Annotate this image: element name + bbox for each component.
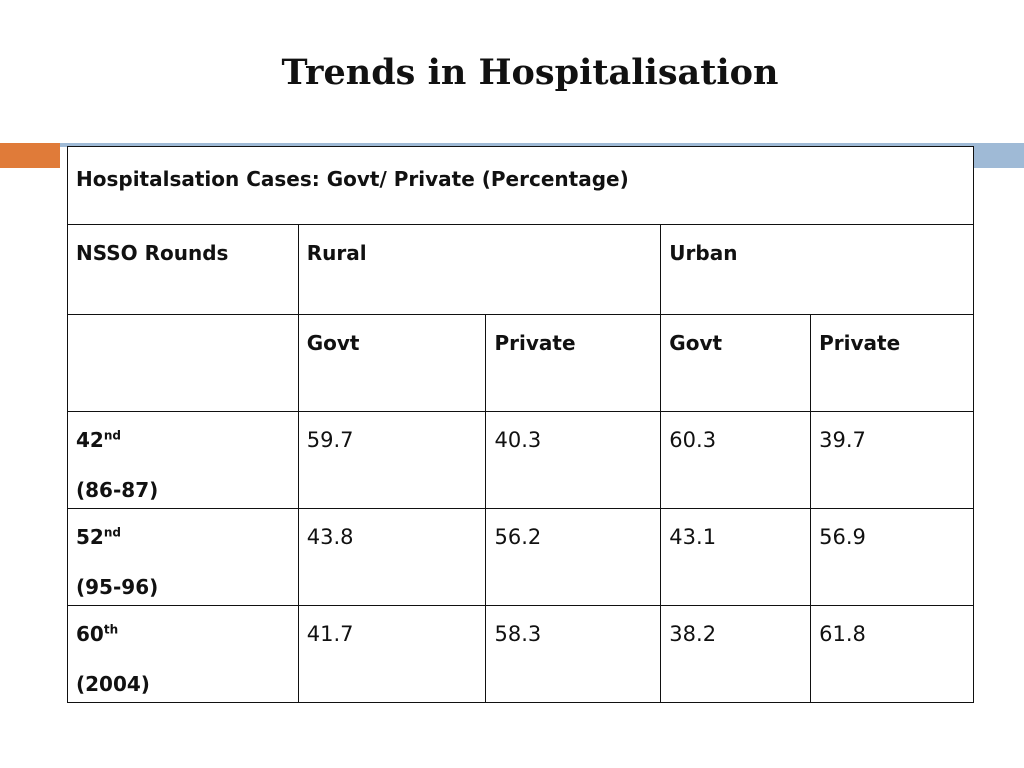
- rural-private-value: 58.3: [494, 622, 542, 646]
- table-caption: Hospitalsation Cases: Govt/ Private (Per…: [76, 167, 629, 191]
- rural-govt-value: 43.8: [306, 525, 354, 549]
- header-rural-cell: Rural: [297, 224, 662, 315]
- rural-private-value: 40.3: [494, 428, 542, 452]
- subheader-rural-govt-cell: Govt: [297, 314, 487, 412]
- subheader-urban-private-cell: Private: [810, 314, 974, 412]
- header-urban-cell: Urban: [660, 224, 974, 315]
- accent-line-blue: [60, 143, 1024, 147]
- table-caption-cell: Hospitalsation Cases: Govt/ Private (Per…: [67, 146, 974, 225]
- urban-private-cell: 61.8: [810, 605, 974, 703]
- rural-private-cell: 58.3: [485, 605, 662, 703]
- urban-private-cell: 56.9: [810, 508, 974, 606]
- urban-govt-value: 38.2: [669, 622, 717, 646]
- rural-govt-cell: 41.7: [297, 605, 487, 703]
- urban-govt-cell: 43.1: [660, 508, 812, 606]
- table-caption-row: Hospitalsation Cases: Govt/ Private (Per…: [67, 146, 974, 225]
- urban-govt-cell: 38.2: [660, 605, 812, 703]
- rural-private-cell: 56.2: [485, 508, 662, 606]
- table-row: 42nd (86-87) 59.7 40.3 60.3 39.7: [67, 411, 974, 509]
- urban-govt-value: 43.1: [669, 525, 717, 549]
- round-label: 60th: [76, 622, 119, 646]
- table-subheader-row: Govt Private Govt Private: [67, 314, 974, 412]
- subheader-rural-private: Private: [494, 331, 576, 355]
- round-label: 42nd: [76, 428, 121, 452]
- round-years: (95-96): [76, 575, 159, 599]
- round-years: (86-87): [76, 478, 159, 502]
- subheader-urban-govt: Govt: [669, 331, 723, 355]
- round-label: 52nd: [76, 525, 121, 549]
- subheader-rural-govt: Govt: [306, 331, 360, 355]
- round-years: (2004): [76, 672, 150, 696]
- rural-govt-cell: 59.7: [297, 411, 487, 509]
- slide-title: Trends in Hospitalisation: [281, 52, 779, 93]
- subheader-empty-cell: [67, 314, 299, 412]
- rural-govt-value: 41.7: [306, 622, 354, 646]
- table-row: 52nd (95-96) 43.8 56.2 43.1 56.9: [67, 508, 974, 606]
- header-rural: Rural: [306, 241, 367, 265]
- urban-govt-cell: 60.3: [660, 411, 812, 509]
- round-cell: 60th (2004): [67, 605, 299, 703]
- subheader-urban-private: Private: [819, 331, 901, 355]
- rural-govt-cell: 43.8: [297, 508, 487, 606]
- urban-private-value: 61.8: [819, 622, 866, 646]
- table-row: 60th (2004) 41.7 58.3 38.2 61.8: [67, 605, 974, 703]
- round-cell: 42nd (86-87): [67, 411, 299, 509]
- rural-govt-value: 59.7: [306, 428, 354, 452]
- rural-private-value: 56.2: [494, 525, 542, 549]
- rural-private-cell: 40.3: [485, 411, 662, 509]
- urban-govt-value: 60.3: [669, 428, 717, 452]
- round-cell: 52nd (95-96): [67, 508, 299, 606]
- header-urban: Urban: [669, 241, 738, 265]
- hospitalisation-table: Hospitalsation Cases: Govt/ Private (Per…: [67, 146, 974, 703]
- urban-private-value: 56.9: [819, 525, 866, 549]
- accent-bar-orange: [0, 143, 60, 168]
- header-rounds-cell: NSSO Rounds: [67, 224, 299, 315]
- urban-private-cell: 39.7: [810, 411, 974, 509]
- subheader-rural-private-cell: Private: [485, 314, 662, 412]
- table-header-row: NSSO Rounds Rural Urban: [67, 224, 974, 315]
- subheader-urban-govt-cell: Govt: [660, 314, 812, 412]
- accent-bar-blue: [972, 143, 1024, 168]
- header-rounds: NSSO Rounds: [76, 241, 229, 265]
- urban-private-value: 39.7: [819, 428, 866, 452]
